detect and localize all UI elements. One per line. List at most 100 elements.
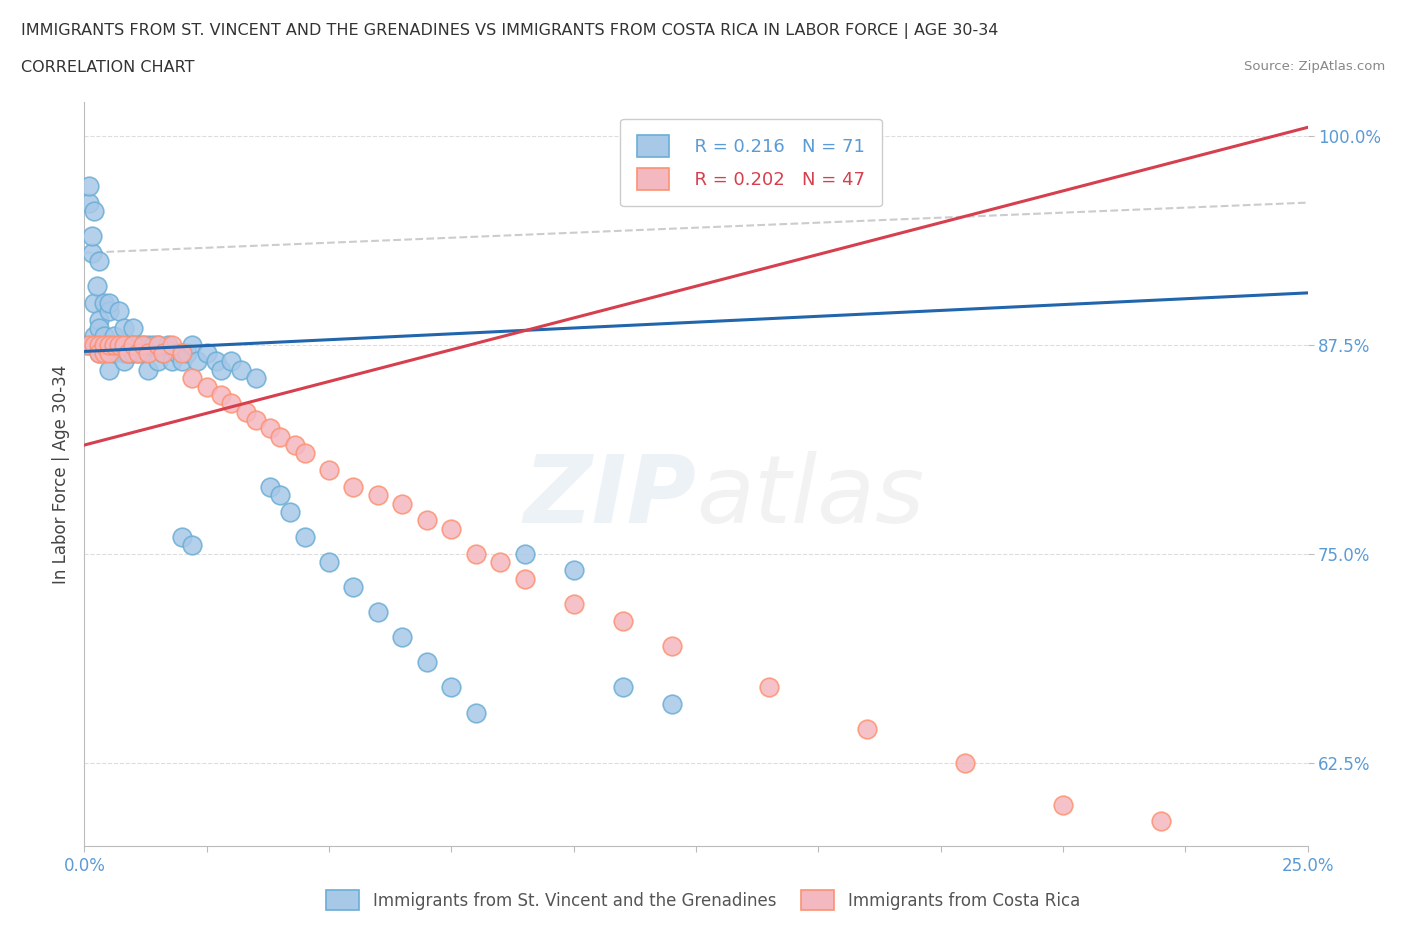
Point	[77, 179, 100, 193]
Point	[107, 304, 129, 319]
Point	[269, 430, 291, 445]
Point	[342, 579, 364, 594]
Point	[278, 504, 301, 519]
Point	[97, 338, 120, 352]
Point	[162, 338, 184, 352]
Point	[103, 329, 125, 344]
Point	[112, 354, 135, 369]
Point	[152, 346, 174, 361]
Point	[562, 563, 585, 578]
Point	[132, 346, 155, 361]
Point	[136, 346, 159, 361]
Point	[103, 338, 125, 352]
Point	[367, 604, 389, 619]
Point	[172, 346, 194, 361]
Point	[209, 363, 232, 378]
Point	[156, 338, 179, 352]
Point	[294, 529, 316, 544]
Point	[127, 346, 149, 361]
Point	[195, 346, 218, 361]
Point	[97, 363, 120, 378]
Point	[661, 638, 683, 653]
Point	[195, 379, 218, 394]
Point	[612, 613, 634, 628]
Point	[172, 354, 194, 369]
Point	[416, 512, 439, 527]
Point	[259, 421, 281, 436]
Point	[97, 304, 120, 319]
Point	[103, 346, 125, 361]
Point	[132, 338, 155, 352]
Point	[758, 680, 780, 695]
Point	[83, 204, 105, 219]
Point	[146, 338, 169, 352]
Point	[259, 479, 281, 494]
Point	[269, 487, 291, 502]
Point	[112, 346, 135, 361]
Point	[80, 229, 103, 244]
Point	[294, 446, 316, 461]
Point	[97, 338, 120, 352]
Point	[117, 338, 139, 352]
Legend:   R = 0.216   N = 71,   R = 0.202   N = 47: R = 0.216 N = 71, R = 0.202 N = 47	[620, 119, 882, 206]
Point	[440, 521, 463, 536]
Point	[127, 346, 149, 361]
Text: atlas: atlas	[696, 451, 924, 542]
Point	[209, 388, 232, 403]
Point	[146, 354, 169, 369]
Text: ZIP: ZIP	[523, 451, 696, 542]
Point	[176, 346, 198, 361]
Point	[464, 546, 486, 561]
Point	[162, 354, 184, 369]
Point	[87, 312, 110, 327]
Point	[122, 346, 145, 361]
Point	[93, 346, 115, 361]
Point	[83, 296, 105, 311]
Point	[77, 195, 100, 210]
Point	[181, 338, 204, 352]
Point	[132, 338, 155, 352]
Point	[117, 346, 139, 361]
Point	[166, 346, 188, 361]
Point	[77, 338, 100, 352]
Point	[318, 554, 340, 569]
Point	[87, 338, 110, 352]
Point	[440, 680, 463, 695]
Text: Source: ZipAtlas.com: Source: ZipAtlas.com	[1244, 60, 1385, 73]
Point	[146, 338, 169, 352]
Point	[1052, 797, 1074, 812]
Point	[342, 479, 364, 494]
Point	[122, 338, 145, 352]
Point	[93, 329, 115, 344]
Point	[562, 596, 585, 611]
Point	[152, 346, 174, 361]
Point	[122, 321, 145, 336]
Point	[856, 722, 879, 737]
Point	[181, 371, 204, 386]
Point	[1150, 814, 1173, 829]
Point	[513, 571, 536, 586]
Text: IMMIGRANTS FROM ST. VINCENT AND THE GRENADINES VS IMMIGRANTS FROM COSTA RICA IN : IMMIGRANTS FROM ST. VINCENT AND THE GREN…	[21, 23, 998, 39]
Point	[127, 338, 149, 352]
Point	[122, 338, 145, 352]
Point	[172, 529, 194, 544]
Point	[86, 279, 108, 294]
Point	[93, 296, 115, 311]
Point	[117, 346, 139, 361]
Point	[318, 463, 340, 478]
Point	[464, 705, 486, 720]
Point	[97, 296, 120, 311]
Point	[107, 338, 129, 352]
Point	[284, 438, 307, 453]
Point	[205, 354, 228, 369]
Point	[181, 538, 204, 552]
Point	[245, 371, 267, 386]
Point	[136, 338, 159, 352]
Point	[661, 697, 683, 711]
Point	[87, 346, 110, 361]
Point	[136, 363, 159, 378]
Point	[87, 346, 110, 361]
Point	[83, 338, 105, 352]
Y-axis label: In Labor Force | Age 30-34: In Labor Force | Age 30-34	[52, 365, 70, 584]
Point	[87, 254, 110, 269]
